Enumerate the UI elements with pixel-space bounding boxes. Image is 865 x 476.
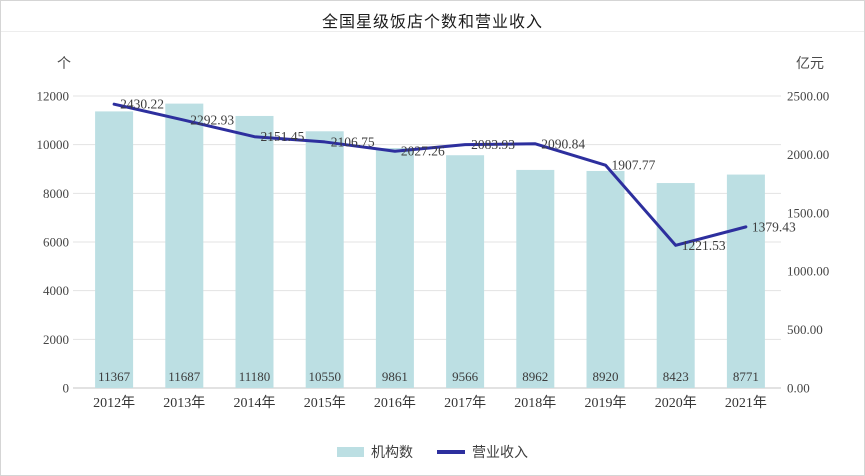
line-value-label: 2090.84 xyxy=(541,136,585,151)
bar-value-label: 11687 xyxy=(168,369,201,384)
bar-2015年 xyxy=(305,131,344,389)
left-axis-tick: 2000 xyxy=(43,332,69,347)
line-value-label: 2083.93 xyxy=(471,137,515,152)
legend-item-bars[interactable]: 机构数 xyxy=(337,442,413,462)
line-value-label: 2430.22 xyxy=(120,97,164,112)
line-value-label: 2151.45 xyxy=(261,129,305,144)
bar-2014年 xyxy=(235,115,274,388)
bar-series-swatch xyxy=(337,447,364,457)
category-label: 2012年 xyxy=(93,395,135,411)
line-series-swatch xyxy=(437,450,465,454)
bar-2019年 xyxy=(586,170,625,388)
right-axis-tick: 2000.00 xyxy=(787,147,829,162)
category-label: 2015年 xyxy=(304,395,346,411)
bar-2021年 xyxy=(726,174,765,388)
right-axis-tick: 1500.00 xyxy=(787,205,829,220)
bar-value-label: 8771 xyxy=(733,369,759,384)
category-label: 2016年 xyxy=(374,395,416,411)
line-series-label: 营业收入 xyxy=(472,446,528,461)
category-label: 2020年 xyxy=(655,395,697,411)
line-value-label: 1221.53 xyxy=(682,238,726,253)
left-axis-tick: 4000 xyxy=(43,283,69,298)
bar-value-label: 8920 xyxy=(593,369,619,384)
line-value-label: 2027.26 xyxy=(401,144,445,159)
bar-2016年 xyxy=(375,148,414,388)
legend-item-line[interactable]: 营业收入 xyxy=(437,442,528,462)
line-value-label: 2292.93 xyxy=(190,113,234,128)
left-axis-tick: 6000 xyxy=(43,235,69,250)
left-axis-tick: 8000 xyxy=(43,186,69,201)
bar-2018年 xyxy=(516,169,555,388)
bar-series-label: 机构数 xyxy=(371,446,413,461)
line-value-label: 2106.75 xyxy=(331,134,375,149)
right-axis-tick: 500.00 xyxy=(787,322,823,337)
bar-value-label: 9566 xyxy=(452,369,479,384)
category-label: 2021年 xyxy=(725,395,767,411)
right-axis-tick: 1000.00 xyxy=(787,264,829,279)
bar-2012年 xyxy=(95,111,134,388)
category-label: 2014年 xyxy=(234,395,276,411)
bar-value-label: 11367 xyxy=(98,369,131,384)
bar-2017年 xyxy=(446,155,485,388)
bar-value-label: 8423 xyxy=(663,369,689,384)
bar-value-label: 9861 xyxy=(382,369,408,384)
category-label: 2017年 xyxy=(444,395,486,411)
title-separator xyxy=(1,31,864,32)
line-value-label: 1379.43 xyxy=(752,219,796,234)
bar-value-label: 11180 xyxy=(239,369,271,384)
right-axis-tick: 0.00 xyxy=(787,381,810,396)
revenue-line xyxy=(112,102,748,247)
chart-legend: 机构数 营业收入 xyxy=(1,442,864,462)
left-axis-unit: 个 xyxy=(57,57,71,72)
left-axis-tick: 10000 xyxy=(37,137,70,152)
category-label: 2013年 xyxy=(163,395,205,411)
bar-value-label: 8962 xyxy=(522,369,548,384)
bar-2013年 xyxy=(165,103,204,388)
category-label: 2019年 xyxy=(585,395,627,411)
bar-2020年 xyxy=(656,183,695,388)
category-label: 2018年 xyxy=(514,395,556,411)
chart-title: 全国星级饭店个数和营业收入 xyxy=(321,14,543,31)
right-axis-tick: 2500.00 xyxy=(787,89,829,104)
line-value-label: 1907.77 xyxy=(612,158,656,173)
left-axis-tick: 12000 xyxy=(37,89,70,104)
right-axis-unit: 亿元 xyxy=(796,57,824,72)
left-axis-tick: 0 xyxy=(63,381,70,396)
bar-value-label: 10550 xyxy=(308,369,341,384)
